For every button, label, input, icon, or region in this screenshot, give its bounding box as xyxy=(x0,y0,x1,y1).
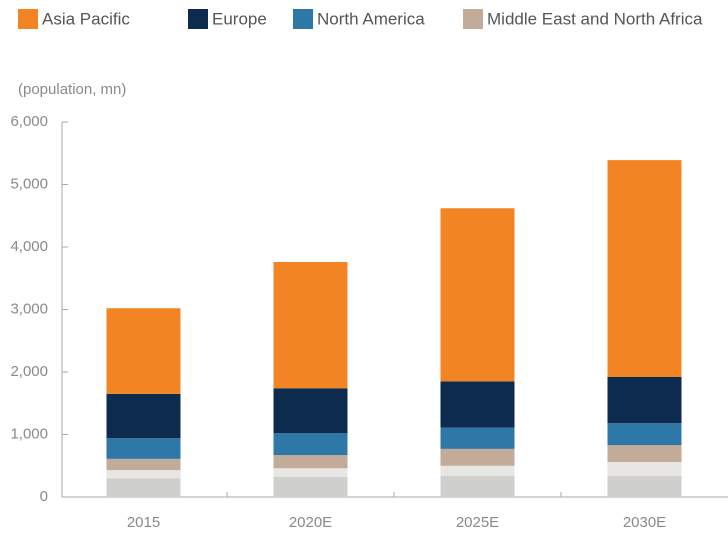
bar-segment xyxy=(106,308,181,394)
y-tick-label: 0 xyxy=(40,488,48,505)
bar-segment xyxy=(440,448,515,466)
bar-segment xyxy=(440,208,515,382)
y-tick-label: 4,000 xyxy=(10,238,48,255)
y-tick-label: 5,000 xyxy=(10,175,48,192)
y-tick-label: 2,000 xyxy=(10,363,48,380)
legend-label: Europe xyxy=(212,9,267,28)
bar-segment xyxy=(607,462,682,476)
x-tick-label: 2020E xyxy=(289,514,332,531)
legend-swatch xyxy=(18,9,38,29)
bar-segment xyxy=(607,377,682,424)
bar-segment xyxy=(273,455,348,469)
bar-segment xyxy=(273,433,348,456)
x-tick-label: 2025E xyxy=(456,514,499,531)
y-tick-label: 3,000 xyxy=(10,300,48,317)
legend-label: North America xyxy=(317,9,425,28)
legend-label: Asia Pacific xyxy=(42,9,130,28)
bar-segment xyxy=(607,445,682,462)
y-tick-label: 1,000 xyxy=(10,425,48,442)
bar-segment xyxy=(273,477,348,497)
bar-segment xyxy=(273,262,348,389)
bar-segment xyxy=(607,423,682,446)
bar-segment xyxy=(106,470,181,479)
bar-segment xyxy=(273,468,348,477)
bar-segment xyxy=(440,381,515,428)
legend-swatch xyxy=(463,9,483,29)
bar-segment xyxy=(440,465,515,476)
bar-segment xyxy=(440,427,515,449)
bar-segment xyxy=(440,475,515,497)
bar-segment xyxy=(106,393,181,439)
legend-swatch xyxy=(293,9,313,29)
bar-segment xyxy=(106,438,181,459)
x-tick-label: 2015 xyxy=(127,514,160,531)
bar-segment xyxy=(106,478,181,497)
y-tick-label: 6,000 xyxy=(10,113,48,130)
bar-segment xyxy=(607,160,682,377)
bar-segment xyxy=(273,388,348,434)
legend-label: Middle East and North Africa xyxy=(487,9,703,28)
bar-segment xyxy=(106,458,181,471)
x-tick-label: 2030E xyxy=(623,514,666,531)
y-axis-label: (population, mn) xyxy=(18,81,126,98)
legend-swatch xyxy=(188,9,208,29)
bar-segment xyxy=(607,475,682,497)
